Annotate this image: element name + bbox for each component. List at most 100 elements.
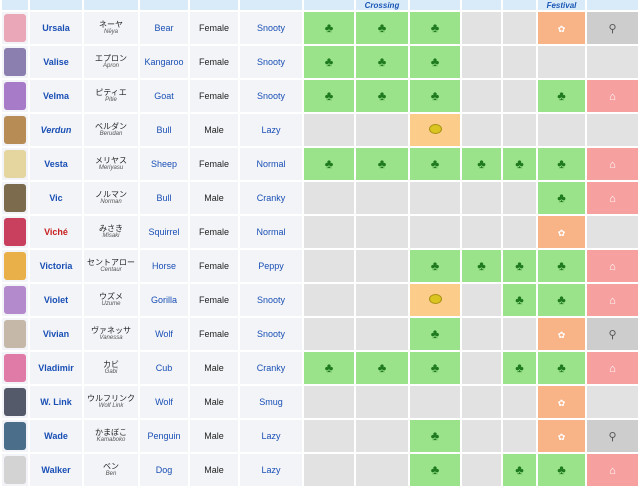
avatar[interactable] bbox=[4, 422, 26, 450]
japanese-name-cell: みさき Misaki bbox=[84, 216, 138, 248]
japanese-name: セントアロー bbox=[87, 257, 135, 267]
personality-link[interactable]: Cranky bbox=[240, 352, 302, 384]
species-link[interactable]: Wolf bbox=[140, 386, 188, 418]
villager-name-link[interactable]: Vivian bbox=[30, 318, 82, 350]
status-cell-1 bbox=[304, 114, 354, 146]
species-link[interactable]: Sheep bbox=[140, 148, 188, 180]
personality-link[interactable]: Normal bbox=[240, 216, 302, 248]
tree-icon: ♣ bbox=[430, 428, 440, 443]
tree-icon: ♣ bbox=[557, 292, 566, 307]
species-link[interactable]: Gorilla bbox=[140, 284, 188, 316]
status-cell-6: ✿ bbox=[538, 216, 585, 248]
personality-link[interactable]: Snooty bbox=[240, 318, 302, 350]
status-cell-3: ♣ bbox=[410, 80, 460, 112]
avatar[interactable] bbox=[4, 218, 26, 246]
species-link[interactable]: Bear bbox=[140, 12, 188, 44]
tree-icon: ♣ bbox=[430, 360, 440, 375]
villager-name-link[interactable]: Vladimir bbox=[30, 352, 82, 384]
status-cell-7: ⌂ bbox=[587, 454, 638, 486]
flower-icon: ✿ bbox=[557, 228, 566, 238]
villager-name-link[interactable]: Velma bbox=[30, 80, 82, 112]
tree-icon: ♣ bbox=[430, 326, 440, 341]
header-species bbox=[140, 0, 188, 10]
status-cell-7 bbox=[587, 114, 638, 146]
romaji-name: Norman bbox=[100, 199, 122, 206]
species-link[interactable]: Horse bbox=[140, 250, 188, 282]
status-cell-1: ♣ bbox=[304, 80, 354, 112]
avatar[interactable] bbox=[4, 354, 26, 382]
avatar[interactable] bbox=[4, 388, 26, 416]
species-link[interactable]: Bull bbox=[140, 182, 188, 214]
villager-name-link[interactable]: Viché bbox=[30, 216, 82, 248]
personality-link[interactable]: Snooty bbox=[240, 80, 302, 112]
header-col4 bbox=[462, 0, 501, 10]
avatar[interactable] bbox=[4, 252, 26, 280]
villager-name-link[interactable]: Wade bbox=[30, 420, 82, 452]
villager-name-link[interactable]: Walker bbox=[30, 454, 82, 486]
villager-avatar-cell bbox=[2, 12, 28, 44]
villager-name-link[interactable]: W. Link bbox=[30, 386, 82, 418]
avatar[interactable] bbox=[4, 456, 26, 484]
japanese-name: ベン bbox=[103, 461, 119, 471]
villager-avatar-cell bbox=[2, 318, 28, 350]
villager-name-link[interactable]: Vesta bbox=[30, 148, 82, 180]
personality-link[interactable]: Snooty bbox=[240, 12, 302, 44]
avatar[interactable] bbox=[4, 184, 26, 212]
personality-link[interactable]: Lazy bbox=[240, 454, 302, 486]
avatar[interactable] bbox=[4, 48, 26, 76]
personality-link[interactable]: Normal bbox=[240, 148, 302, 180]
villager-name-link[interactable]: Valise bbox=[30, 46, 82, 78]
romaji-name: Ben bbox=[105, 471, 117, 478]
personality-link[interactable]: Lazy bbox=[240, 114, 302, 146]
villager-name-link[interactable]: Vic bbox=[30, 182, 82, 214]
table-row: Verdun ベルダン Berudan Bull Male Lazy bbox=[2, 114, 638, 146]
status-cell-6: ♣ bbox=[538, 182, 585, 214]
status-cell-3: ♣ bbox=[410, 352, 460, 384]
japanese-name: カビ bbox=[103, 359, 119, 369]
personality-link[interactable]: Cranky bbox=[240, 182, 302, 214]
lemon-icon bbox=[428, 294, 442, 304]
japanese-name-cell: ベルダン Berudan bbox=[84, 114, 138, 146]
status-cell-6 bbox=[538, 114, 585, 146]
status-cell-4: ♣ bbox=[462, 250, 501, 282]
species-link[interactable]: Bull bbox=[140, 114, 188, 146]
villager-name-link[interactable]: Verdun bbox=[30, 114, 82, 146]
personality-link[interactable]: Peppy bbox=[240, 250, 302, 282]
species-link[interactable]: Cub bbox=[140, 352, 188, 384]
villager-name-link[interactable]: Violet bbox=[30, 284, 82, 316]
tree-icon: ♣ bbox=[430, 462, 440, 477]
villager-name-link[interactable]: Victoria bbox=[30, 250, 82, 282]
japanese-name: メリヤス bbox=[95, 155, 127, 165]
species-link[interactable]: Kangaroo bbox=[140, 46, 188, 78]
tree-icon: ♣ bbox=[515, 462, 524, 477]
tree-icon: ♣ bbox=[557, 156, 566, 171]
house-icon: ⌂ bbox=[609, 193, 616, 205]
villager-avatar-cell bbox=[2, 114, 28, 146]
avatar[interactable] bbox=[4, 116, 26, 144]
species-link[interactable]: Goat bbox=[140, 80, 188, 112]
japanese-name-cell: ネーヤ Nēya bbox=[84, 12, 138, 44]
personality-link[interactable]: Smug bbox=[240, 386, 302, 418]
villager-name-link[interactable]: Ursala bbox=[30, 12, 82, 44]
species-link[interactable]: Wolf bbox=[140, 318, 188, 350]
status-cell-3 bbox=[410, 216, 460, 248]
avatar[interactable] bbox=[4, 14, 26, 42]
personality-link[interactable]: Snooty bbox=[240, 46, 302, 78]
personality-link[interactable]: Snooty bbox=[240, 284, 302, 316]
avatar[interactable] bbox=[4, 150, 26, 178]
japanese-name-cell: メリヤス Meriyasu bbox=[84, 148, 138, 180]
status-cell-2 bbox=[356, 454, 408, 486]
avatar[interactable] bbox=[4, 320, 26, 348]
gender-cell: Male bbox=[190, 352, 238, 384]
personality-link[interactable]: Lazy bbox=[240, 420, 302, 452]
gender-cell: Female bbox=[190, 318, 238, 350]
status-cell-2 bbox=[356, 386, 408, 418]
species-link[interactable]: Penguin bbox=[140, 420, 188, 452]
avatar[interactable] bbox=[4, 82, 26, 110]
avatar[interactable] bbox=[4, 286, 26, 314]
species-link[interactable]: Dog bbox=[140, 454, 188, 486]
status-cell-3: ♣ bbox=[410, 420, 460, 452]
species-link[interactable]: Squirrel bbox=[140, 216, 188, 248]
table-row: Violet ウズメ Uzume Gorilla Female Snooty ♣ ♣ ⌂ bbox=[2, 284, 638, 316]
tree-icon: ♣ bbox=[557, 190, 566, 205]
